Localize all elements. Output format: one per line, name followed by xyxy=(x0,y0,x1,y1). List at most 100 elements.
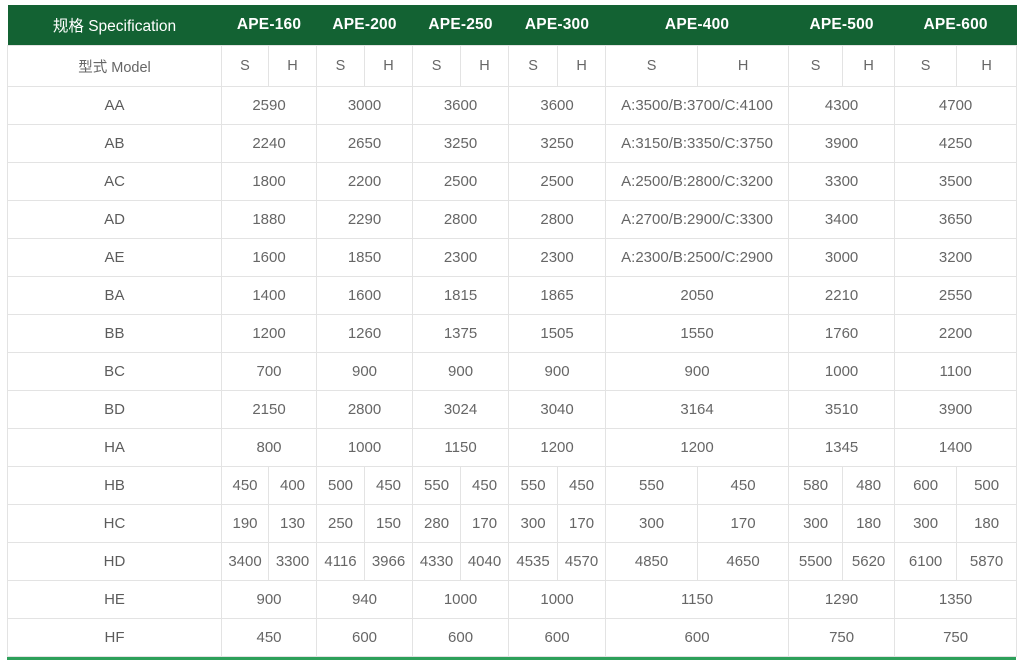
table-row-hf: HF 450 600 600 600 600 750 750 xyxy=(7,618,1018,657)
table-row-hd: HD 3400 3300 4116 3966 4330 4040 4535 4570 4850 46… xyxy=(7,542,1018,581)
row-label: BC xyxy=(7,352,222,391)
value-cell: 5870 xyxy=(956,542,1018,581)
sub-header-ape-160-s: S xyxy=(221,45,269,87)
value-cell: 4330 xyxy=(412,542,462,581)
value-cell: 1800 xyxy=(220,162,318,201)
value-cell: 4250 xyxy=(894,124,1018,163)
model-header-ape-400: APE-400 xyxy=(605,5,789,46)
value-cell: 170 xyxy=(697,504,790,543)
value-cell: 130 xyxy=(267,504,318,543)
value-cell: 170 xyxy=(557,504,607,543)
table-row-ab: AB 2240 2650 3250 3250 A:3150/B:3350/C:3750 39… xyxy=(7,124,1018,163)
value-cell: 2500 xyxy=(508,162,607,201)
value-cell: 1150 xyxy=(605,580,790,619)
value-cell: 600 xyxy=(316,618,414,657)
table-row-bc: BC 700 900 900 900 900 1000 1100 xyxy=(7,352,1018,391)
value-cell: 750 xyxy=(788,618,896,657)
value-cell: 600 xyxy=(894,466,958,505)
sub-header-ape-160-h: H xyxy=(267,45,318,87)
value-cell: 3500 xyxy=(894,162,1018,201)
value-cell: 1200 xyxy=(605,428,790,467)
row-label: HA xyxy=(7,428,222,467)
value-cell: 5500 xyxy=(788,542,844,581)
value-cell: 900 xyxy=(508,352,607,391)
sub-header-ape-200-s: S xyxy=(316,45,366,87)
header-row: 规格 Specification APE-160 APE-200 APE-250 AP… xyxy=(7,5,1017,46)
table-row-ha: HA 800 1000 1150 1200 1200 1345 1400 xyxy=(7,428,1018,467)
value-cell: 2210 xyxy=(788,276,896,315)
value-cell: 3650 xyxy=(894,200,1018,239)
value-cell: 1000 xyxy=(316,428,414,467)
specification-table: 规格 Specification APE-160 APE-200 APE-250 AP… xyxy=(7,5,1018,657)
value-cell: 1880 xyxy=(220,200,318,239)
table-row-ad: AD 1880 2290 2800 2800 A:2700/B:2900/C:3300 34… xyxy=(7,200,1018,239)
value-cell: 450 xyxy=(557,466,607,505)
row-label: AA xyxy=(7,86,222,125)
model-header-ape-200: APE-200 xyxy=(316,5,413,46)
sub-header-ape-300-s: S xyxy=(508,45,559,87)
value-cell: 4650 xyxy=(697,542,790,581)
value-cell: 450 xyxy=(221,466,269,505)
value-cell: 3400 xyxy=(788,200,896,239)
row-label: HD xyxy=(7,542,222,581)
value-cell: 1400 xyxy=(220,276,318,315)
row-label: BA xyxy=(7,276,222,315)
value-cell: 4535 xyxy=(508,542,559,581)
value-cell: 900 xyxy=(220,580,318,619)
value-cell: 1150 xyxy=(412,428,510,467)
value-cell: 500 xyxy=(956,466,1018,505)
value-cell: 1200 xyxy=(220,314,318,353)
model-header-ape-600: APE-600 xyxy=(894,5,1017,46)
value-cell: 3040 xyxy=(508,390,607,429)
model-header-ape-300: APE-300 xyxy=(508,5,606,46)
model-header-ape-500: APE-500 xyxy=(788,5,895,46)
sub-header-ape-250-s: S xyxy=(412,45,462,87)
table-row-ba: BA 1400 1600 1815 1865 2050 2210 2550 xyxy=(7,276,1018,315)
value-cell: 3510 xyxy=(788,390,896,429)
value-cell: 3966 xyxy=(364,542,414,581)
value-cell: 3250 xyxy=(412,124,510,163)
value-cell: 2800 xyxy=(316,390,414,429)
value-cell: 150 xyxy=(364,504,414,543)
value-cell: 1600 xyxy=(220,238,318,277)
value-cell: 1345 xyxy=(788,428,896,467)
value-cell: 3024 xyxy=(412,390,510,429)
value-cell: 1290 xyxy=(788,580,896,619)
value-cell: 300 xyxy=(788,504,844,543)
value-cell: 900 xyxy=(316,352,414,391)
value-cell: 480 xyxy=(842,466,896,505)
value-cell: 4040 xyxy=(460,542,510,581)
value-cell: A:3500/B:3700/C:4100 xyxy=(605,86,790,125)
table-row-bb: BB 1200 1260 1375 1505 1550 1760 2200 xyxy=(7,314,1018,353)
value-cell: 3600 xyxy=(412,86,510,125)
sub-header-ape-500-h: H xyxy=(842,45,896,87)
spec-header-cell: 规格 Specification xyxy=(7,5,222,46)
value-cell: 2800 xyxy=(508,200,607,239)
value-cell: 4116 xyxy=(316,542,366,581)
value-cell: A:2700/B:2900/C:3300 xyxy=(605,200,790,239)
table-row-ac: AC 1800 2200 2500 2500 A:2500/B:2800/C:3200 33… xyxy=(7,162,1018,201)
value-cell: 1850 xyxy=(316,238,414,277)
row-label: AE xyxy=(7,238,222,277)
sub-header-ape-200-h: H xyxy=(364,45,414,87)
value-cell: 500 xyxy=(316,466,366,505)
value-cell: 190 xyxy=(221,504,269,543)
value-cell: 1260 xyxy=(316,314,414,353)
value-cell: 400 xyxy=(267,466,318,505)
value-cell: 1550 xyxy=(605,314,790,353)
sub-header-ape-400-h: H xyxy=(697,45,790,87)
row-label: HE xyxy=(7,580,222,619)
value-cell: 6100 xyxy=(894,542,958,581)
row-label: HC xyxy=(7,504,222,543)
value-cell: 3400 xyxy=(221,542,269,581)
value-cell: 1865 xyxy=(508,276,607,315)
value-cell: A:2500/B:2800/C:3200 xyxy=(605,162,790,201)
value-cell: 3000 xyxy=(316,86,414,125)
row-label: BB xyxy=(7,314,222,353)
value-cell: 1000 xyxy=(508,580,607,619)
value-cell: A:3150/B:3350/C:3750 xyxy=(605,124,790,163)
value-cell: 1350 xyxy=(894,580,1018,619)
value-cell: 1100 xyxy=(894,352,1018,391)
row-label: AB xyxy=(7,124,222,163)
